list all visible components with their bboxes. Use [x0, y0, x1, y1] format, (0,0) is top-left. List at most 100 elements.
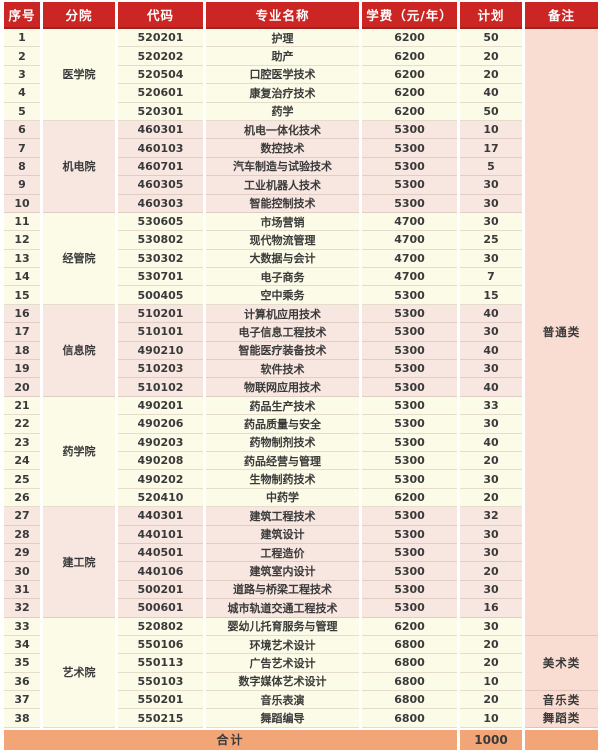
cell-code: 530605 [118, 212, 203, 232]
college-cell: 药学院 [43, 396, 115, 508]
cell-no: 6 [4, 120, 40, 140]
cell-fee: 6200 [362, 488, 457, 508]
table-row: 1 医学院 520201 护理 6200 50 普通类 [4, 29, 598, 636]
cell-fee: 6200 [362, 47, 457, 66]
cell-no: 36 [4, 672, 40, 692]
table-row: 34 550106 环境艺术设计 6800 20 美术类 [4, 635, 598, 692]
remark-cell: 美术类 [525, 635, 598, 692]
column-header-no: 序号 [4, 2, 40, 29]
cell-fee: 5300 [362, 562, 457, 581]
cell-major: 药品生产技术 [206, 396, 359, 416]
cell-fee: 6800 [362, 672, 457, 692]
cell-fee: 5300 [362, 451, 457, 471]
cell-major: 智能控制技术 [206, 194, 359, 213]
cell-fee: 5300 [362, 543, 457, 563]
cell-plan: 20 [460, 562, 522, 581]
cell-fee: 6200 [362, 84, 457, 103]
cell-plan: 30 [460, 617, 522, 636]
cell-code: 510101 [118, 323, 203, 342]
table-row: 25 490202 生物制药技术 5300 30 [4, 470, 598, 489]
table-row: 30 440106 建筑室内设计 5300 20 [4, 562, 598, 581]
cell-fee: 5300 [362, 341, 457, 361]
cell-code: 440101 [118, 525, 203, 544]
cell-code: 490202 [118, 470, 203, 489]
cell-major: 护理 [206, 29, 359, 48]
cell-code: 460701 [118, 157, 203, 177]
cell-major: 建筑设计 [206, 525, 359, 544]
cell-major: 电子商务 [206, 268, 359, 287]
cell-plan: 30 [460, 580, 522, 600]
cell-code: 490210 [118, 341, 203, 361]
cell-major: 空中乘务 [206, 286, 359, 305]
cell-no: 26 [4, 488, 40, 508]
cell-major: 中药学 [206, 488, 359, 508]
cell-fee: 5300 [362, 139, 457, 158]
cell-plan: 10 [460, 709, 522, 728]
table-row: 11 经管院 530605 市场营销 4700 30 [4, 212, 598, 305]
cell-no: 15 [4, 286, 40, 305]
table-row: 27 建工院 440301 建筑工程技术 5300 32 [4, 507, 598, 618]
cell-no: 20 [4, 378, 40, 397]
cell-code: 530802 [118, 231, 203, 250]
cell-plan: 30 [460, 415, 522, 434]
cell-fee: 6200 [362, 65, 457, 85]
cell-plan: 40 [460, 341, 522, 361]
cell-code: 490201 [118, 396, 203, 416]
cell-major: 环境艺术设计 [206, 635, 359, 655]
cell-major: 机电一体化技术 [206, 120, 359, 140]
table-row: 36 550103 数字媒体艺术设计 6800 10 [4, 672, 598, 692]
cell-fee: 5300 [362, 415, 457, 434]
remark-cell: 音乐类 [525, 691, 598, 710]
cell-plan: 40 [460, 84, 522, 103]
cell-code: 490208 [118, 451, 203, 471]
cell-code: 520410 [118, 488, 203, 508]
cell-plan: 16 [460, 599, 522, 618]
cell-plan: 20 [460, 654, 522, 673]
table-row: 14 530701 电子商务 4700 7 [4, 268, 598, 287]
cell-plan: 10 [460, 672, 522, 692]
column-header-fee: 学费（元/年） [362, 2, 457, 29]
table-row: 15 500405 空中乘务 5300 15 [4, 286, 598, 305]
cell-code: 530701 [118, 268, 203, 287]
table-row: 7 460103 数控技术 5300 17 [4, 139, 598, 158]
cell-fee: 5300 [362, 599, 457, 618]
cell-major: 数字媒体艺术设计 [206, 672, 359, 692]
table-row: 6 机电院 460301 机电一体化技术 5300 10 [4, 120, 598, 213]
cell-fee: 5300 [362, 176, 457, 195]
cell-code: 520802 [118, 617, 203, 636]
cell-fee: 4700 [362, 249, 457, 269]
cell-fee: 6200 [362, 102, 457, 121]
table-row: 16 信息院 510201 计算机应用技术 5300 40 [4, 304, 598, 397]
cell-plan: 7 [460, 268, 522, 287]
cell-code: 490206 [118, 415, 203, 434]
cell-plan: 30 [460, 323, 522, 342]
table-row: 20 510102 物联网应用技术 5300 40 [4, 378, 598, 397]
table-row: 22 490206 药品质量与安全 5300 30 [4, 415, 598, 434]
table-row: 4 520601 康复治疗技术 6200 40 [4, 84, 598, 103]
cell-major: 计算机应用技术 [206, 304, 359, 324]
cell-fee: 5300 [362, 304, 457, 324]
cell-code: 500601 [118, 599, 203, 618]
table-header: 序号 分院 代码 专业名称 学费（元/年） 计划 备注 [4, 2, 598, 29]
table-row: 33 艺术院 520802 婴幼儿托育服务与管理 6200 30 [4, 617, 598, 728]
table-row: 13 530302 大数据与会计 4700 30 [4, 249, 598, 269]
cell-code: 460305 [118, 176, 203, 195]
cell-plan: 30 [460, 360, 522, 379]
cell-no: 2 [4, 47, 40, 66]
college-cell: 医学院 [43, 29, 115, 121]
table-row: 17 510101 电子信息工程技术 5300 30 [4, 323, 598, 342]
cell-no: 25 [4, 470, 40, 489]
cell-code: 550106 [118, 635, 203, 655]
cell-major: 药品经营与管理 [206, 451, 359, 471]
cell-no: 7 [4, 139, 40, 158]
footer-row: 合计 1000 [4, 727, 598, 750]
table-row: 18 490210 智能医疗装备技术 5300 40 [4, 341, 598, 361]
cell-no: 16 [4, 304, 40, 324]
table-row: 24 490208 药品经营与管理 5300 20 [4, 451, 598, 471]
cell-fee: 5300 [362, 157, 457, 177]
cell-plan: 30 [460, 176, 522, 195]
college-cell: 艺术院 [43, 617, 115, 728]
cell-no: 30 [4, 562, 40, 581]
cell-code: 520202 [118, 47, 203, 66]
